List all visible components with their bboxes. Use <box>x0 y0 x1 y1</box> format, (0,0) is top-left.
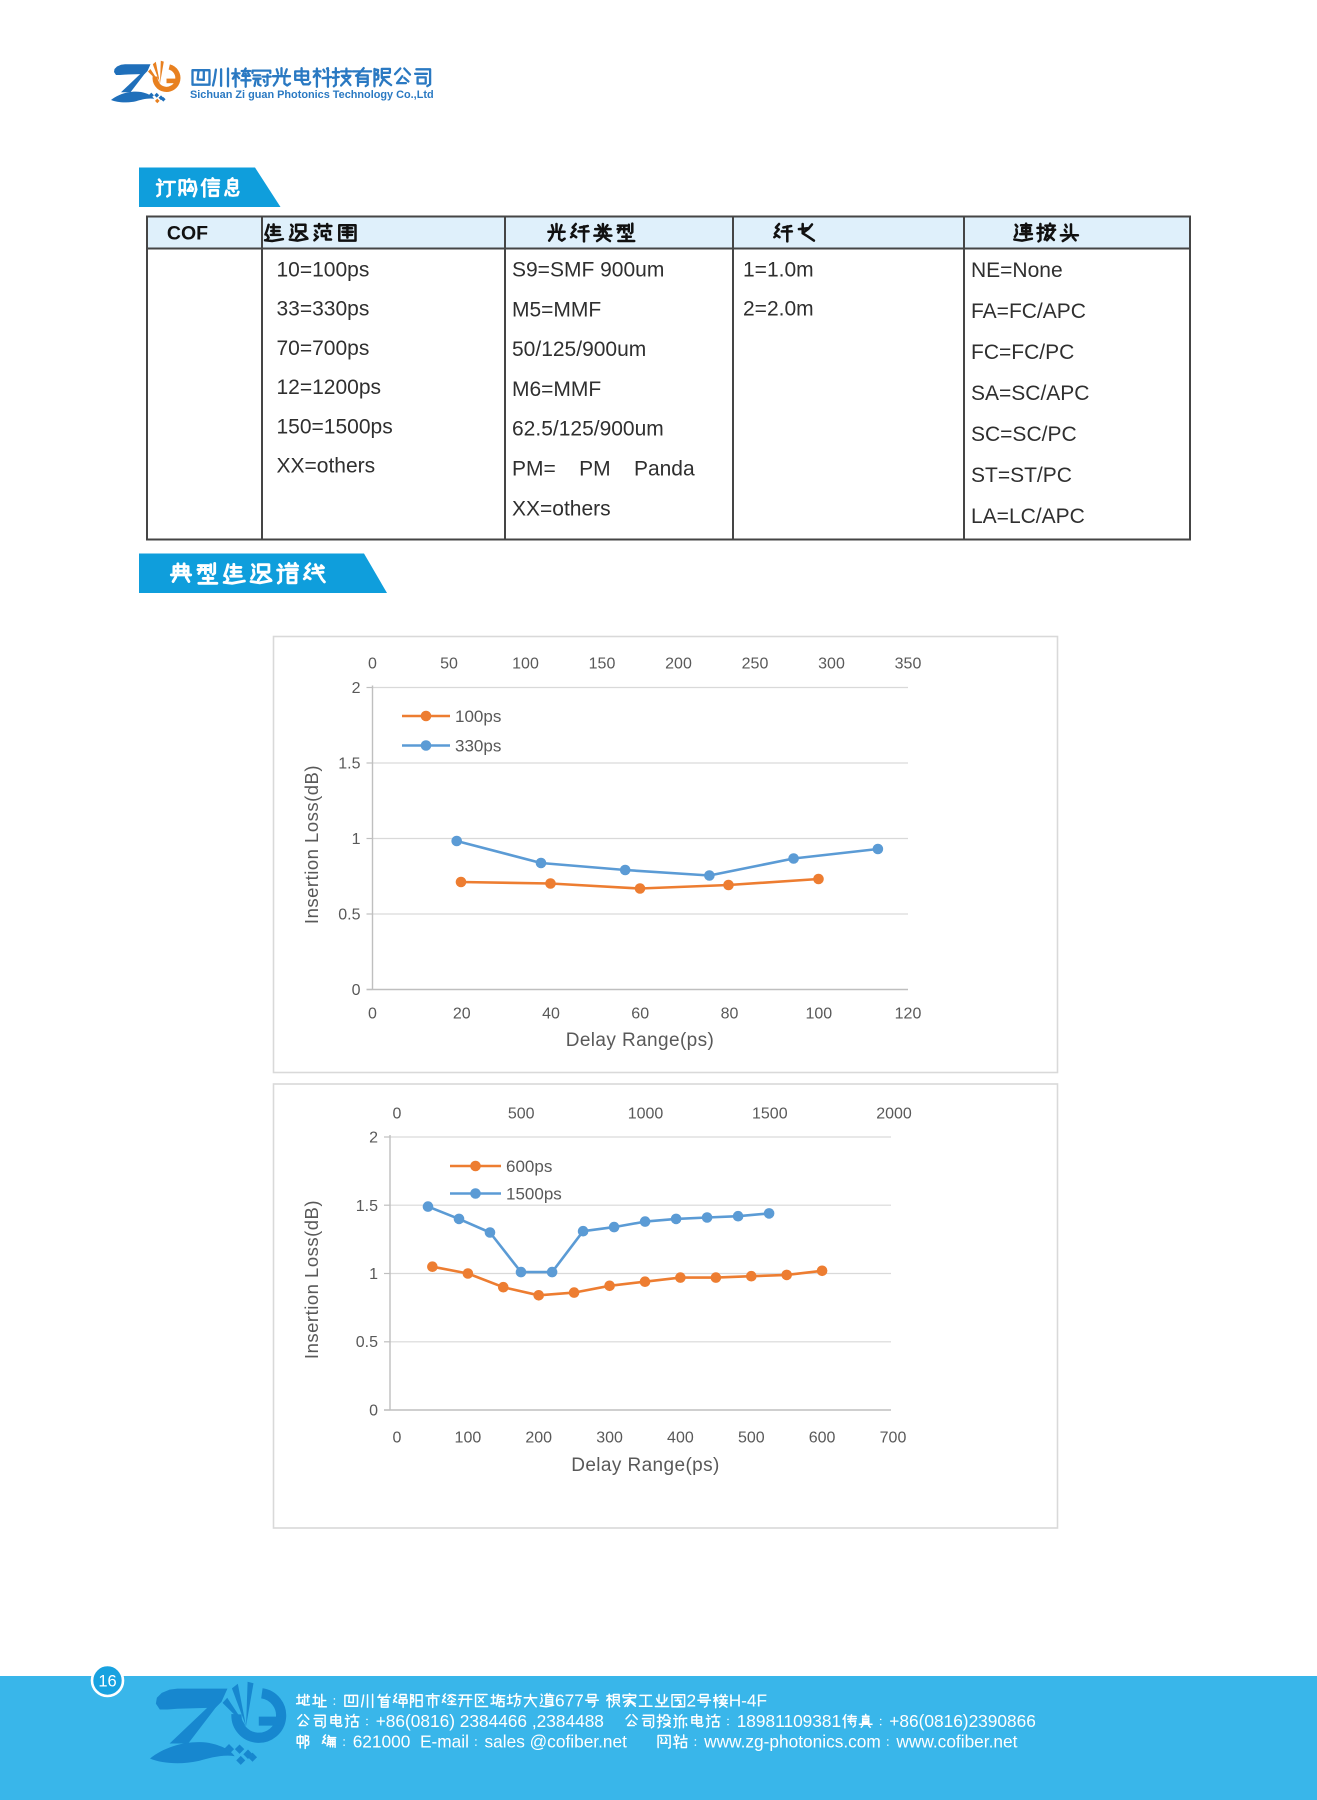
svg-text:40: 40 <box>542 1006 560 1023</box>
svg-text:10=100ps: 10=100ps <box>277 259 370 282</box>
svg-text:SA=SC/APC: SA=SC/APC <box>971 382 1089 405</box>
svg-text:XX=others: XX=others <box>512 497 611 520</box>
svg-text:0: 0 <box>352 982 361 999</box>
svg-text:0.5: 0.5 <box>338 907 360 924</box>
svg-text:ST=ST/PC: ST=ST/PC <box>971 464 1072 487</box>
svg-text:0: 0 <box>368 656 377 673</box>
svg-text:20: 20 <box>453 1006 471 1023</box>
svg-text:150: 150 <box>589 656 616 673</box>
svg-text:300: 300 <box>596 1430 623 1447</box>
svg-text:+86(0816)2390866: +86(0816)2390866 <box>889 1711 1036 1731</box>
svg-text:2: 2 <box>687 1691 697 1711</box>
svg-text:500: 500 <box>738 1430 765 1447</box>
svg-text:18981109381: 18981109381 <box>737 1711 841 1731</box>
svg-text:330ps: 330ps <box>455 737 501 756</box>
svg-text:Sichuan Zi guan Photonics Tech: Sichuan Zi guan Photonics Technology Co.… <box>190 89 434 101</box>
svg-text:2=2.0m: 2=2.0m <box>743 298 814 321</box>
svg-text:2: 2 <box>352 680 361 697</box>
svg-text:100ps: 100ps <box>455 707 501 726</box>
svg-text:FC=FC/PC: FC=FC/PC <box>971 341 1074 364</box>
svg-text:M6=MMF: M6=MMF <box>512 378 601 401</box>
svg-text:COF: COF <box>167 223 208 245</box>
svg-text:350: 350 <box>895 656 922 673</box>
svg-text:50: 50 <box>440 656 458 673</box>
svg-text:62.5/125/900um: 62.5/125/900um <box>512 418 664 441</box>
svg-text:200: 200 <box>665 656 692 673</box>
svg-text:Insertion Loss(dB): Insertion Loss(dB) <box>301 1200 322 1359</box>
svg-text:677: 677 <box>555 1691 584 1711</box>
svg-text:1000: 1000 <box>628 1106 664 1123</box>
svg-text:www.zg-photonics.com: www.zg-photonics.com <box>703 1732 881 1752</box>
svg-text:200: 200 <box>525 1430 552 1447</box>
svg-text:500: 500 <box>508 1106 535 1123</box>
svg-text:Delay Range(ps): Delay Range(ps) <box>566 1030 715 1051</box>
svg-text:M5=MMF: M5=MMF <box>512 298 601 321</box>
svg-text:700: 700 <box>880 1430 907 1447</box>
svg-text:S9=SMF 900um: S9=SMF 900um <box>512 259 664 282</box>
svg-text:H-4F: H-4F <box>729 1691 767 1711</box>
svg-text:100: 100 <box>455 1430 482 1447</box>
svg-text:PM= PM Panda: PM= PM Panda <box>512 458 695 481</box>
svg-text:FA=FC/APC: FA=FC/APC <box>971 300 1086 323</box>
svg-text:400: 400 <box>667 1430 694 1447</box>
svg-text:33=330ps: 33=330ps <box>277 298 370 321</box>
svg-text:120: 120 <box>895 1006 922 1023</box>
svg-text:1=1.0m: 1=1.0m <box>743 259 814 282</box>
svg-text:70=700ps: 70=700ps <box>277 337 370 360</box>
svg-text:0: 0 <box>393 1106 402 1123</box>
svg-text:1500ps: 1500ps <box>506 1185 562 1204</box>
svg-text:0: 0 <box>393 1430 402 1447</box>
svg-text:100: 100 <box>512 656 539 673</box>
svg-text:250: 250 <box>742 656 769 673</box>
svg-text:600ps: 600ps <box>506 1157 552 1176</box>
svg-text:600: 600 <box>809 1430 836 1447</box>
svg-text:NE=None: NE=None <box>971 259 1063 282</box>
svg-text:0.5: 0.5 <box>356 1334 378 1351</box>
svg-text:Delay Range(ps): Delay Range(ps) <box>571 1455 720 1476</box>
svg-text:0: 0 <box>369 1403 378 1420</box>
svg-text:2: 2 <box>369 1130 378 1147</box>
svg-text:12=1200ps: 12=1200ps <box>277 376 382 399</box>
svg-text:2000: 2000 <box>876 1106 912 1123</box>
svg-text:80: 80 <box>721 1006 739 1023</box>
svg-text:LA=LC/APC: LA=LC/APC <box>971 505 1085 528</box>
svg-text:sales @cofiber.net: sales @cofiber.net <box>485 1732 651 1752</box>
svg-text:1500: 1500 <box>752 1106 788 1123</box>
svg-text:+86(0816) 2384466 ,2384488: +86(0816) 2384466 ,2384488 <box>376 1711 619 1731</box>
svg-text:1.5: 1.5 <box>356 1198 378 1215</box>
svg-text:SC=SC/PC: SC=SC/PC <box>971 423 1077 446</box>
svg-text:300: 300 <box>818 656 845 673</box>
svg-text:1: 1 <box>369 1266 378 1283</box>
svg-text:Insertion Loss(dB): Insertion Loss(dB) <box>301 765 322 924</box>
svg-text:1.5: 1.5 <box>338 756 360 773</box>
svg-text:50/125/900um: 50/125/900um <box>512 338 646 361</box>
svg-text:621000 E-mail: 621000 E-mail <box>353 1732 469 1752</box>
svg-text:0: 0 <box>368 1006 377 1023</box>
svg-text:150=1500ps: 150=1500ps <box>277 415 393 438</box>
svg-text:60: 60 <box>631 1006 649 1023</box>
svg-text:XX=others: XX=others <box>277 455 376 478</box>
svg-text:1: 1 <box>352 831 361 848</box>
svg-text:www.cofiber.net: www.cofiber.net <box>895 1732 1017 1752</box>
svg-text:100: 100 <box>805 1006 832 1023</box>
svg-text:16: 16 <box>98 1672 116 1690</box>
